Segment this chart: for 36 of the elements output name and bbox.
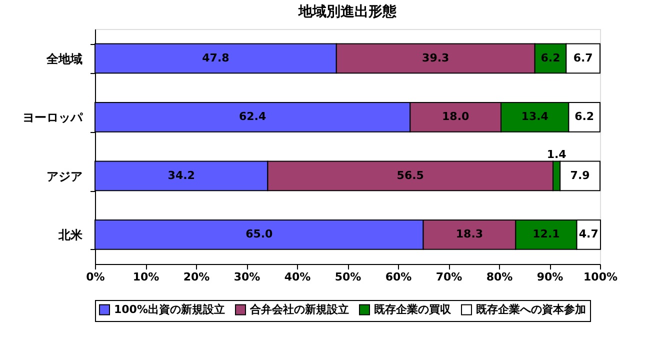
data-label: 18.0	[442, 110, 470, 124]
data-label: 18.3	[456, 228, 484, 241]
y-tick-label: アジア	[46, 169, 82, 184]
data-label: 6.2	[574, 110, 594, 124]
legend-label: 既存企業への資本参加	[476, 302, 586, 316]
x-tick-label: 30%	[234, 270, 260, 284]
x-tick-label: 100%	[584, 270, 618, 284]
data-label: 56.5	[396, 168, 424, 182]
data-label: 12.1	[532, 228, 560, 241]
x-tick-label: 10%	[132, 270, 160, 284]
x-tick-label: 70%	[436, 270, 462, 284]
legend-label: 100%出資の新規設立	[114, 302, 225, 316]
data-label: 47.8	[202, 51, 230, 64]
y-tick-label: ヨーロッパ	[22, 110, 84, 125]
legend-label: 既存企業の買収	[374, 302, 452, 316]
x-tick-label: 40%	[284, 270, 311, 284]
data-label: 34.2	[168, 168, 195, 182]
y-tick-label: 北米	[58, 228, 84, 242]
x-tick-label: 50%	[334, 270, 362, 284]
x-tick-label: 90%	[536, 270, 564, 284]
x-tick-label: 80%	[486, 270, 513, 284]
chart-title: 地域別進出形態	[298, 3, 398, 20]
data-label: 7.9	[570, 168, 590, 182]
x-tick-label: 0%	[86, 270, 105, 284]
data-label: 39.3	[422, 51, 450, 64]
data-label: 4.7	[578, 228, 598, 241]
data-label: 65.0	[246, 228, 274, 241]
data-label: 13.4	[521, 110, 549, 124]
data-label: 62.4	[238, 110, 266, 124]
data-label: 1.4	[546, 148, 567, 161]
data-label: 6.2	[540, 51, 560, 64]
data-label: 6.7	[573, 51, 593, 64]
legend-label: 合弁会社の新規設立	[249, 302, 349, 316]
x-tick-label: 60%	[385, 270, 412, 284]
x-tick-label: 20%	[183, 270, 210, 284]
y-tick-label: 全地域	[46, 52, 82, 66]
